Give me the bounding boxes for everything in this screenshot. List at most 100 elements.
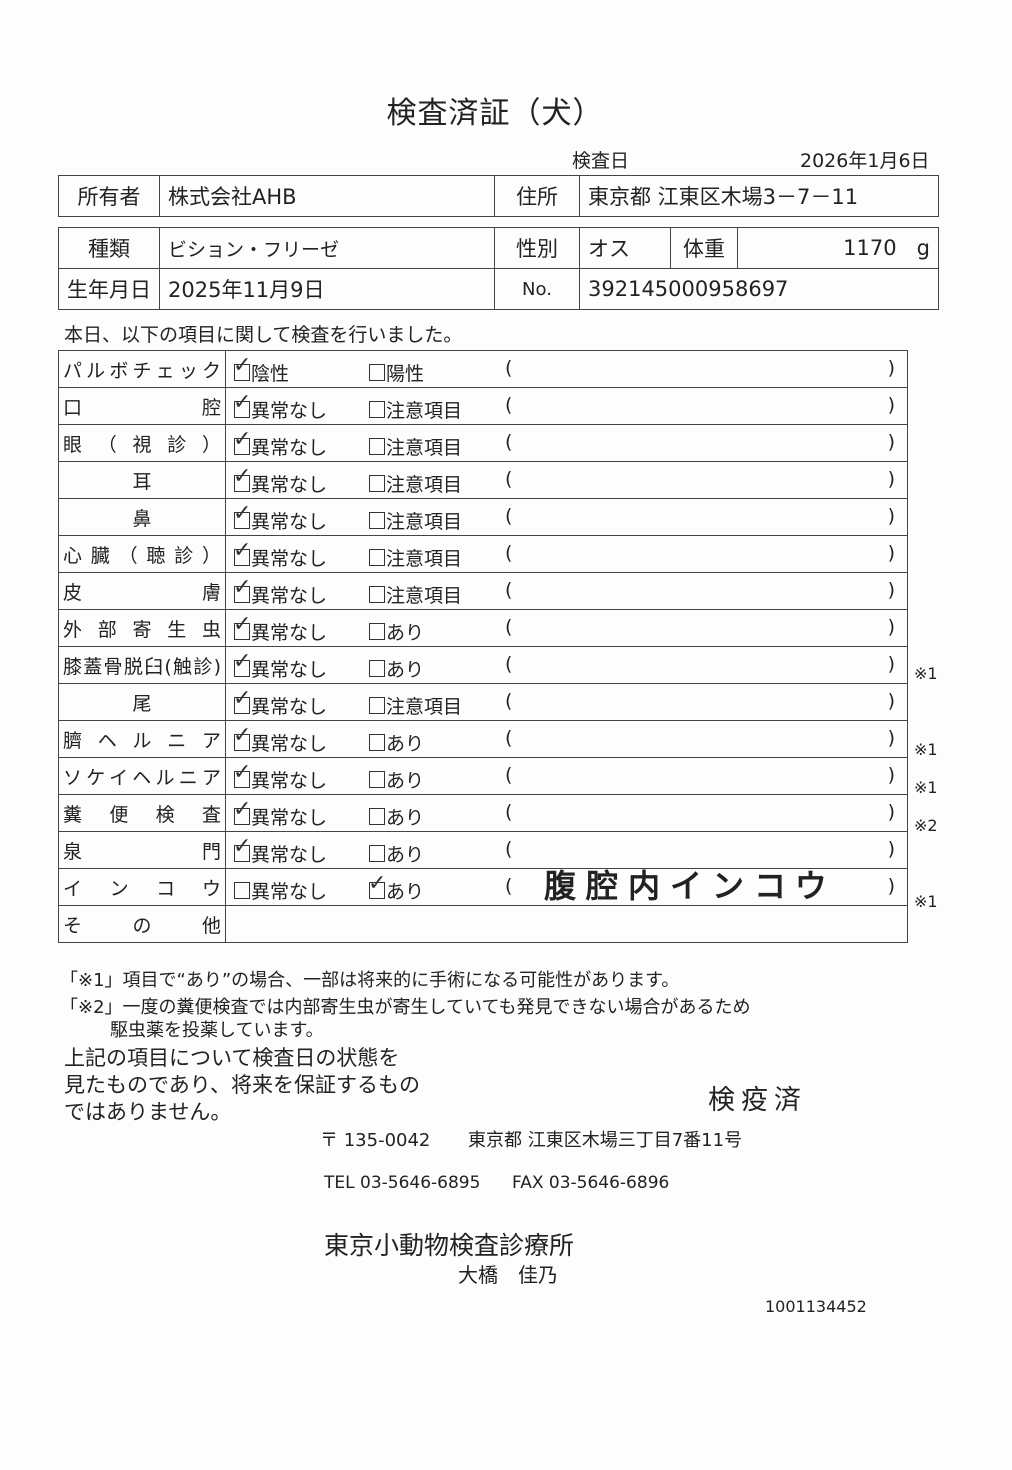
checkbox[interactable] [369, 623, 385, 640]
checkbox[interactable]: ✓ [233, 575, 251, 603]
option-1[interactable]: ✓ 異常なし [233, 834, 327, 867]
option-1[interactable]: ✓ 異常なし [233, 575, 327, 608]
disclaimer: 上記の項目について検査日の状態を 見たものであり、将来を保証するもの ではありま… [64, 1045, 420, 1126]
option-1[interactable]: ✓ 異常なし [233, 797, 327, 830]
checkbox[interactable] [369, 438, 385, 455]
checkbox[interactable] [369, 401, 385, 418]
option-1[interactable]: ✓ 異常なし [233, 723, 328, 756]
inspection-row: 臍ヘルニア ✓ 異常なし あり() [58, 720, 908, 758]
option-1[interactable]: ✓ 異常なし [233, 390, 328, 423]
check-mark-icon: ✓ [233, 575, 252, 600]
checkbox[interactable] [369, 586, 385, 603]
checkbox[interactable]: ✓ [233, 760, 251, 788]
option-2[interactable]: ✓ あり [368, 871, 424, 904]
item-label: 泉門 [58, 831, 226, 869]
option-2[interactable]: 陽性 [369, 359, 424, 386]
inspection-row: 外部寄生虫 ✓ 異常なし あり() [58, 609, 908, 647]
checkbox[interactable]: ✓ [233, 390, 251, 418]
option-2[interactable]: 注意項目 [369, 433, 462, 460]
option-1[interactable]: ✓ 異常なし [233, 760, 327, 793]
checkbox[interactable] [369, 475, 385, 492]
sex-label: 性別 [494, 227, 580, 269]
option-1[interactable]: ✓ 異常なし [233, 686, 327, 719]
item-result: ✓ 異常なし あり () [225, 720, 908, 758]
checkbox[interactable]: ✓ [233, 353, 251, 381]
paren-open: ( [505, 505, 513, 527]
option-1[interactable]: ✓ 異常なし [233, 427, 327, 460]
paren-close: ) [887, 838, 895, 860]
inspection-row: インコウ 異常なし ✓ あり (腹腔内インコウ) [58, 867, 908, 906]
fax: FAX 03-5646-6896 [512, 1173, 670, 1193]
check-mark-icon: ✓ [233, 464, 252, 489]
option-2[interactable]: 注意項目 [369, 396, 462, 423]
option-1[interactable]: ✓ 異常なし [233, 612, 327, 645]
checkbox[interactable] [369, 771, 385, 788]
item-label: 耳 [58, 461, 226, 499]
checkbox[interactable]: ✓ [233, 538, 251, 566]
option-2[interactable]: あり [369, 766, 424, 793]
checkbox[interactable]: ✓ [233, 686, 251, 714]
option-1[interactable]: ✓ 異常なし [233, 649, 327, 682]
check-mark-icon: ✓ [233, 649, 252, 674]
checkbox[interactable] [369, 660, 385, 677]
checkbox[interactable] [369, 512, 385, 529]
option-2[interactable]: あり [369, 729, 424, 756]
option-label: 陽性 [386, 363, 425, 385]
checkbox[interactable]: ✓ [233, 464, 251, 492]
checkbox[interactable]: ✓ [233, 797, 251, 825]
check-mark-icon: ✓ [368, 871, 387, 896]
option-1[interactable]: ✓ 異常なし [233, 464, 327, 497]
option-2[interactable]: 注意項目 [369, 470, 462, 497]
dob-label: 生年月日 [58, 268, 160, 310]
breed: ビション・フリーゼ [159, 227, 495, 269]
tel: TEL 03-5646-6895 [324, 1173, 481, 1193]
checkbox[interactable] [369, 549, 385, 566]
checkbox[interactable] [369, 734, 385, 751]
item-result: ✓ 異常なし 注意項目 () [225, 387, 908, 425]
option-1[interactable]: ✓ 陰性 [233, 353, 290, 386]
option-label: あり [386, 733, 425, 755]
check-mark-icon: ✓ [233, 723, 252, 748]
option-2[interactable]: あり [369, 655, 424, 682]
checkbox[interactable] [369, 364, 385, 381]
option-2[interactable]: あり [369, 840, 424, 867]
item-label: 外部寄生虫 [58, 609, 226, 647]
clinic-address: 東京都 江東区木場三丁目7番11号 [468, 1130, 743, 1151]
option-2[interactable]: あり [369, 618, 424, 645]
option-2[interactable]: 注意項目 [369, 507, 462, 534]
option-2[interactable]: 注意項目 [369, 544, 462, 571]
owner-table: 所有者 株式会社AHB 住所 東京都 江東区木場3－7－11 [58, 175, 939, 217]
other-field[interactable] [225, 905, 908, 943]
inspection-row: ソケイヘルニア ✓ 異常なし あり() [58, 757, 908, 795]
checkbox[interactable] [369, 697, 385, 714]
option-2[interactable]: 注意項目 [369, 692, 462, 719]
breed-label: 種類 [58, 227, 160, 269]
option-1[interactable]: 異常なし [234, 877, 327, 904]
checkbox[interactable]: ✓ [233, 834, 251, 862]
checkbox[interactable] [369, 808, 385, 825]
paren-open: ( [505, 616, 513, 638]
option-label: 異常なし [251, 733, 328, 755]
checkbox[interactable]: ✓ [233, 723, 251, 751]
option-2[interactable]: あり [369, 803, 424, 830]
option-label: 異常なし [251, 400, 328, 422]
paren-close: ) [887, 764, 895, 786]
note-mark: ※1 [914, 778, 938, 797]
checkbox[interactable]: ✓ [233, 501, 251, 529]
checkbox[interactable] [369, 845, 385, 862]
checkbox[interactable]: ✓ [233, 612, 251, 640]
checkbox[interactable] [234, 882, 250, 899]
check-mark-icon: ✓ [233, 612, 252, 637]
item-label: 口腔 [58, 387, 226, 425]
paren-close: ) [887, 801, 895, 823]
option-1[interactable]: ✓ 異常なし [233, 501, 327, 534]
checkbox[interactable]: ✓ [233, 649, 251, 677]
option-label: 陰性 [251, 363, 290, 385]
checkbox[interactable]: ✓ [233, 427, 251, 455]
item-label: 膝蓋骨脱臼(触診) [58, 646, 226, 684]
inspection-row: 尾 ✓ 異常なし 注意項目() [58, 683, 908, 721]
option-2[interactable]: 注意項目 [369, 581, 462, 608]
option-1[interactable]: ✓ 異常なし [233, 538, 327, 571]
checkbox[interactable]: ✓ [368, 871, 386, 899]
paren-close: ) [887, 357, 895, 379]
